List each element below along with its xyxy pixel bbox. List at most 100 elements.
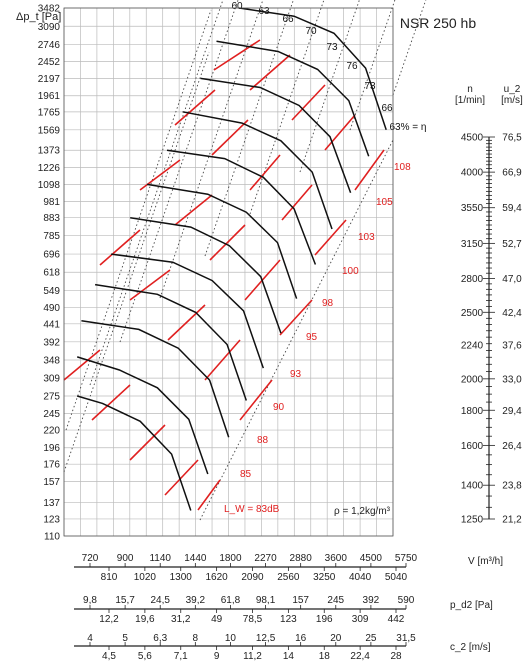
pd2-label-bottom: 49 [211, 614, 223, 625]
u2-value-label: 23,8 [502, 481, 522, 492]
c2-label-bottom: 4,5 [102, 651, 116, 661]
flow-label-top: 2270 [254, 553, 277, 564]
flow-label-top: 1140 [149, 553, 171, 564]
pd2-label-bottom: 123 [280, 614, 297, 625]
pd2-label-top: 157 [292, 595, 309, 606]
y-tick-label: 275 [43, 391, 60, 402]
u2-value-label: 29,4 [502, 406, 522, 417]
flow-label-bottom: 2090 [241, 572, 264, 583]
pd2-label-top: 61,8 [221, 595, 241, 606]
y-tick-label: 176 [43, 460, 60, 471]
y-tick-label: 618 [43, 268, 60, 279]
flow-label-top: 4500 [360, 553, 383, 564]
u2-value-label: 21,2 [502, 515, 522, 526]
y-tick-label: 348 [43, 355, 60, 366]
fan-curve-4000 [216, 40, 370, 157]
pd2-unit: p_d2 [Pa] [450, 600, 493, 611]
n-value-label: 3550 [461, 203, 484, 214]
sound-line [249, 154, 281, 191]
y-tick-label: 220 [43, 426, 60, 437]
sound-line [167, 304, 206, 341]
y-tick-label: 785 [43, 231, 60, 242]
sound-level-label: 85 [240, 469, 252, 480]
efficiency-label: 60 [231, 1, 243, 12]
sound-line [91, 384, 131, 421]
c2-label-bottom: 28 [390, 651, 402, 661]
sound-line [281, 184, 313, 221]
c2-label-top: 10 [225, 633, 237, 644]
axes-layer [63, 7, 495, 650]
sound-line [209, 224, 246, 261]
sound-line [291, 84, 326, 121]
pd2-label-bottom: 78,5 [243, 614, 263, 625]
u2-value-label: 42,4 [502, 308, 522, 319]
u2-value-label: 33,0 [502, 374, 522, 385]
n-value-label: 4500 [461, 133, 484, 144]
sound-level-label: 95 [306, 332, 318, 343]
flow-label-bottom: 1300 [170, 572, 193, 583]
n-value-label: 4000 [461, 168, 484, 179]
sound-level-label: 98 [322, 298, 334, 309]
y-tick-label: 696 [43, 250, 60, 261]
u2-value-label: 26,4 [502, 441, 522, 452]
chart-title: NSR 250 hb [400, 15, 476, 31]
fan-curves-layer [76, 7, 387, 511]
flow-label-bottom: 2560 [277, 572, 300, 583]
fan-curve-1800 [94, 283, 248, 401]
y-tick-label: 981 [43, 197, 60, 208]
y-tick-label: 3090 [38, 22, 61, 33]
fan-curve-4500 [239, 7, 387, 131]
efficiency-label: 70 [305, 26, 317, 37]
flow-label-top: 3600 [325, 553, 348, 564]
y-tick-label: 137 [43, 498, 60, 509]
n-value-label: 1800 [461, 406, 484, 417]
fan-curve-3550 [200, 77, 352, 193]
x-axis-unit: V [m³/h] [468, 556, 503, 567]
pd2-label-top: 9,8 [83, 595, 97, 606]
y-tick-label: 1373 [38, 146, 61, 157]
sound-line [314, 219, 347, 256]
fan-curve-2500 [146, 183, 298, 299]
flow-label-bottom: 810 [101, 572, 118, 583]
fan-curve-2800 [166, 149, 317, 265]
efficiency-label: 73 [326, 42, 338, 53]
sound-level-label: L_W = 83dB [224, 504, 280, 515]
fan-curve-3150 [182, 111, 333, 230]
u2-value-label: 52,7 [502, 239, 522, 250]
c2-label-top: 12,5 [256, 633, 276, 644]
y-tick-label: 1226 [38, 163, 61, 174]
y-tick-label: 549 [43, 286, 60, 297]
flow-label-top: 2880 [290, 553, 313, 564]
c2-label-top: 4 [87, 633, 93, 644]
c2-unit: c_2 [m/s] [450, 642, 491, 653]
sound-level-label: 103 [358, 232, 375, 243]
pd2-label-top: 98,1 [256, 595, 276, 606]
u2-unit: [m/s] [501, 95, 523, 106]
y-tick-label: 441 [43, 319, 60, 330]
pd2-label-top: 245 [327, 595, 344, 606]
efficiency-label: 63% = η [390, 122, 427, 133]
c2-label-bottom: 5,6 [138, 651, 152, 661]
pd2-label-top: 392 [363, 595, 380, 606]
flow-label-top: 1440 [184, 553, 207, 564]
sound-line [99, 229, 141, 266]
pd2-label-top: 24,5 [150, 595, 170, 606]
fan-curve-1600 [81, 319, 230, 438]
fan-curve-2240 [130, 216, 282, 334]
y-tick-label: 2452 [38, 57, 61, 68]
sound-line [63, 349, 101, 381]
y-tick-label: 1098 [38, 180, 61, 191]
u2-value-label: 47,0 [502, 274, 522, 285]
sound-line [279, 299, 313, 336]
y-tick-label: 309 [43, 374, 60, 385]
fan-curve-1250 [76, 395, 192, 511]
y-tick-label: 392 [43, 337, 60, 348]
flow-label-top: 1800 [219, 553, 242, 564]
c2-label-bottom: 7,1 [174, 651, 188, 661]
efficiency-label: 76 [346, 61, 358, 72]
flow-label-top: 900 [117, 553, 134, 564]
c2-label-top: 31,5 [396, 633, 416, 644]
c2-label-bottom: 9 [214, 651, 220, 661]
y-tick-label: 196 [43, 443, 60, 454]
ticks-layer: 3482309027462452219719611765156913731226… [38, 1, 522, 662]
